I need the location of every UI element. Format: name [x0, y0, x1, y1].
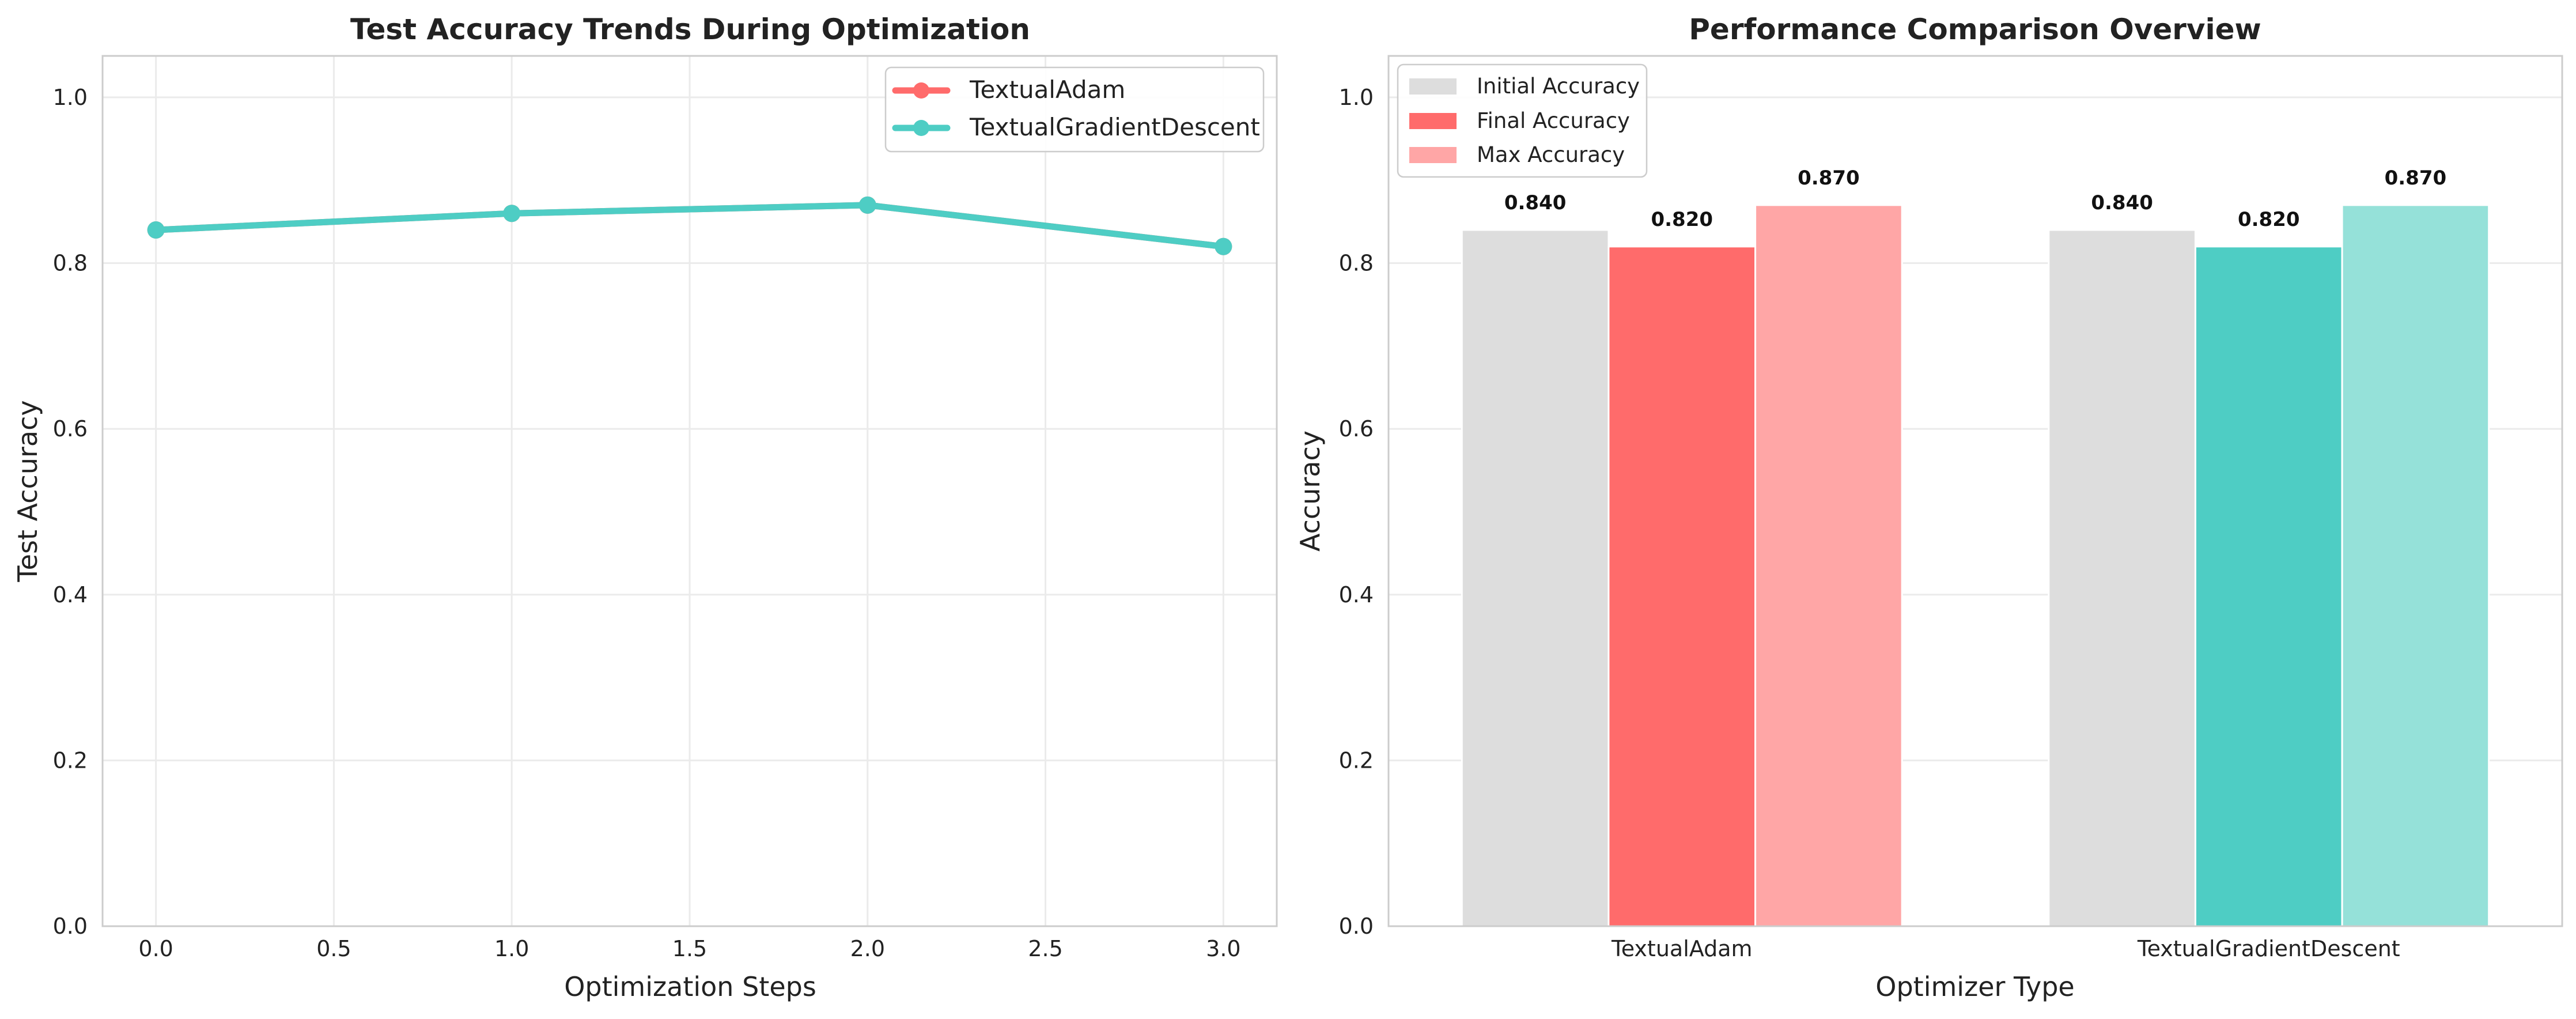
- left-axes-frame: [101, 55, 1278, 927]
- right-x-axis-label: Optimizer Type: [1875, 971, 2074, 1002]
- x-tick-label: 3.0: [1206, 936, 1240, 961]
- right-legend-box: [1397, 63, 1648, 178]
- right-y-axis-label: Accuracy: [1295, 431, 1326, 552]
- left-grid: [103, 56, 1277, 927]
- bar: [1754, 204, 1903, 927]
- left-chart-title: Test Accuracy Trends During Optimization: [350, 13, 1030, 46]
- bar-value-label: 0.840: [1504, 191, 1567, 214]
- y-tick-label: 0.4: [53, 582, 88, 607]
- x-tick-label: 2.5: [1028, 936, 1062, 961]
- left-y-ticks: 0.0 0.2 0.4 0.6 0.8 1.0: [53, 85, 88, 939]
- x-tick-label: 0.0: [138, 936, 173, 961]
- data-point: [147, 221, 165, 239]
- legend-item-initial-accuracy: Initial Accuracy: [1409, 74, 1640, 99]
- left-y-axis-label: Test Accuracy: [12, 400, 43, 582]
- left-series: [147, 196, 1232, 255]
- left-x-axis-label: Optimization Steps: [564, 971, 816, 1002]
- bar-value-label: 0.840: [2091, 191, 2153, 214]
- bar: [2048, 229, 2196, 927]
- right-axes-frame: [1387, 55, 2563, 927]
- legend-label: Initial Accuracy: [1477, 74, 1640, 99]
- data-point: [1215, 237, 1232, 255]
- y-tick-label: 0.8: [1339, 251, 1374, 276]
- bar: [2194, 246, 2343, 927]
- legend-label: Max Accuracy: [1477, 142, 1625, 167]
- right-y-ticks: 0.0 0.2 0.4 0.6 0.8 1.0: [1339, 85, 1374, 939]
- x-tick-label: 0.5: [316, 936, 351, 961]
- right-legend: Initial Accuracy Final Accuracy Max Accu…: [1397, 63, 1648, 178]
- right-x-ticks: TextualAdam TextualGradientDescent: [1611, 936, 2400, 961]
- bar: [1607, 246, 1757, 927]
- y-tick-label: 0.0: [1339, 914, 1374, 939]
- bar-value-label: 0.870: [1798, 167, 1860, 190]
- legend-item-final-accuracy: Final Accuracy: [1409, 108, 1630, 133]
- y-tick-label: 0.2: [1339, 748, 1374, 773]
- data-point: [503, 205, 521, 222]
- bar: [2341, 204, 2490, 927]
- legend-item-textual-gradient-descent: TextualGradientDescent: [892, 113, 1260, 141]
- left-legend: TextualAdam TextualGradientDescent: [884, 66, 1265, 153]
- line-chart-panel: Test Accuracy Trends During Optimization…: [12, 13, 1278, 1002]
- bar: [1461, 229, 1610, 927]
- series-textualgradientdescent: [147, 196, 1232, 255]
- y-tick-label: 0.6: [1339, 416, 1374, 441]
- left-x-ticks: 0.0 0.5 1.0 1.5 2.0 2.5 3.0: [138, 936, 1240, 961]
- right-bars: 0.840 0.820 0.870 0.840 0.820 0.870: [1461, 167, 2490, 927]
- legend-swatch: [1409, 147, 1457, 163]
- bar-value-label: 0.820: [1651, 208, 1713, 231]
- legend-marker: [913, 120, 929, 136]
- bar-value-label: 0.820: [2238, 208, 2300, 231]
- x-tick-label: TextualGradientDescent: [2137, 936, 2400, 961]
- x-tick-label: 1.5: [672, 936, 707, 961]
- y-tick-label: 1.0: [1339, 85, 1374, 110]
- y-tick-label: 0.0: [53, 914, 88, 939]
- right-chart-title: Performance Comparison Overview: [1689, 13, 2261, 46]
- y-tick-label: 1.0: [53, 85, 88, 110]
- legend-swatch: [1409, 78, 1457, 95]
- legend-item-max-accuracy: Max Accuracy: [1409, 142, 1625, 167]
- x-tick-label: 1.0: [494, 936, 529, 961]
- legend-label: TextualGradientDescent: [969, 113, 1260, 141]
- x-tick-label: 2.0: [850, 936, 885, 961]
- legend-item-textual-adam: TextualAdam: [892, 76, 1125, 104]
- series-line: [153, 202, 1227, 250]
- y-tick-label: 0.4: [1339, 582, 1374, 607]
- legend-swatch: [1409, 113, 1457, 129]
- y-tick-label: 0.6: [53, 416, 88, 441]
- data-point: [858, 196, 876, 214]
- y-tick-label: 0.8: [53, 251, 88, 276]
- legend-marker: [913, 82, 929, 99]
- legend-label: TextualAdam: [969, 76, 1125, 104]
- legend-label: Final Accuracy: [1477, 108, 1630, 133]
- y-tick-label: 0.2: [53, 748, 88, 773]
- bar-value-label: 0.870: [2385, 167, 2447, 190]
- left-legend-box: [884, 66, 1265, 153]
- x-tick-label: TextualAdam: [1611, 936, 1753, 961]
- bar-chart-panel: Performance Comparison Overview 0.8400.8…: [1295, 13, 2563, 1002]
